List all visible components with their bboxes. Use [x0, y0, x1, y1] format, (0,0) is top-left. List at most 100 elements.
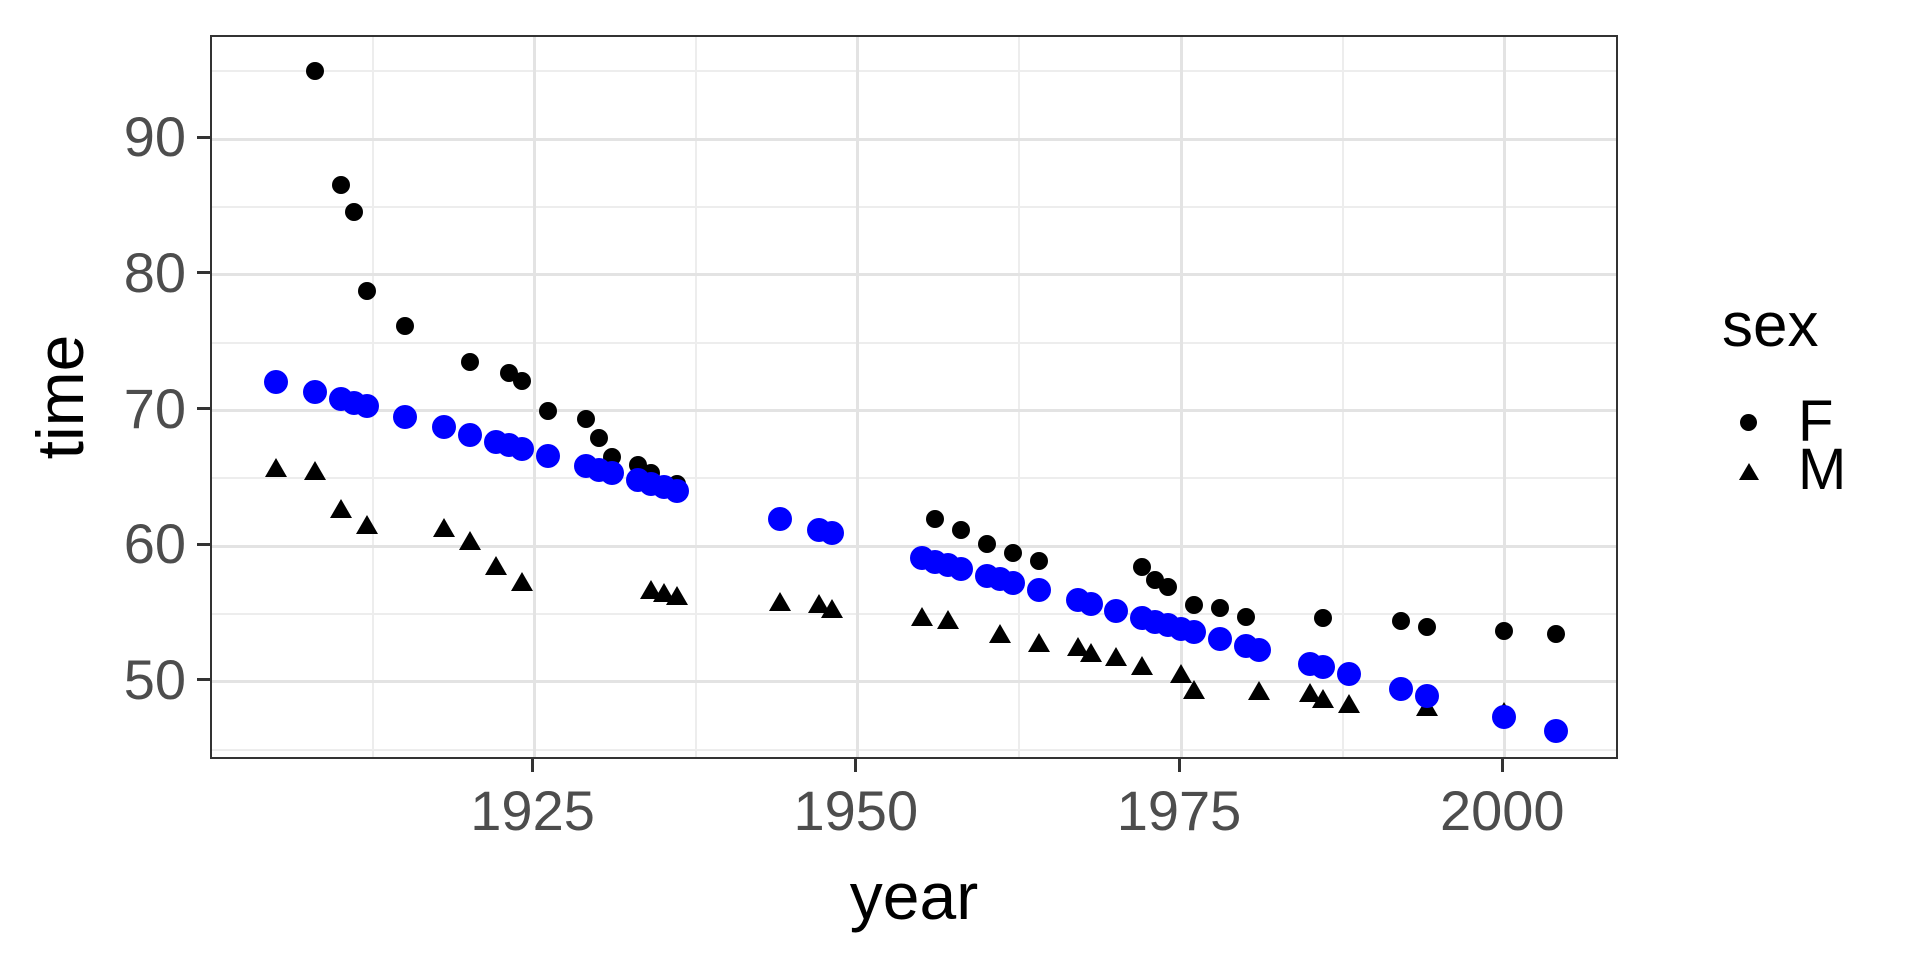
data-point-f — [331, 176, 350, 195]
data-point-f — [344, 203, 363, 222]
data-point-m — [1027, 633, 1050, 653]
data-point-m — [355, 515, 378, 534]
data-point-m — [433, 517, 456, 537]
data-point-fitted — [819, 521, 844, 546]
data-point-fitted — [1414, 683, 1439, 708]
gridline-horizontal — [212, 748, 1616, 751]
data-point-fitted — [1311, 655, 1336, 680]
data-point-fitted — [664, 478, 689, 503]
data-point-f — [357, 282, 376, 301]
x-axis-tick — [854, 759, 858, 772]
data-point-m — [329, 498, 352, 518]
gridline-vertical — [533, 37, 537, 757]
y-axis-title: time — [23, 334, 97, 460]
data-point-m — [1105, 646, 1128, 666]
data-point-fitted — [302, 380, 327, 405]
gridline-horizontal — [212, 206, 1616, 208]
data-point-f — [978, 534, 997, 553]
data-point-m — [911, 607, 934, 627]
data-point-m — [1131, 655, 1154, 675]
data-point-m — [820, 599, 843, 619]
x-axis-tick — [1177, 759, 1181, 772]
data-point-f — [1133, 557, 1152, 576]
data-point-fitted — [1078, 591, 1103, 616]
data-point-m — [265, 458, 287, 478]
data-point-f — [926, 510, 945, 529]
gridline-horizontal — [212, 137, 1616, 141]
data-point-f — [538, 401, 557, 420]
data-point-fitted — [1337, 662, 1362, 687]
y-axis-tick — [197, 678, 210, 682]
x-axis-title: year — [849, 859, 979, 933]
data-point-m — [989, 623, 1012, 643]
gridline-horizontal — [212, 70, 1616, 73]
data-point-f — [1159, 578, 1178, 597]
data-point-m — [937, 609, 960, 629]
gridline-vertical — [1179, 37, 1183, 757]
data-point-f — [305, 62, 324, 81]
data-point-fitted — [1246, 637, 1271, 662]
data-point-f — [512, 371, 531, 390]
data-point-f — [396, 317, 415, 336]
data-point-f — [590, 428, 609, 447]
legend-title: sex — [1722, 291, 1819, 360]
gridline-vertical — [1502, 37, 1506, 757]
data-point-fitted — [1026, 577, 1051, 602]
triangle-icon — [1739, 463, 1759, 480]
data-point-fitted — [393, 404, 418, 429]
gridline-vertical — [856, 37, 860, 757]
data-point-f — [1184, 596, 1203, 615]
data-point-m — [1247, 681, 1270, 701]
data-point-m — [303, 460, 326, 480]
data-point-fitted — [1181, 620, 1206, 645]
data-point-fitted — [457, 422, 482, 447]
data-point-m — [769, 592, 792, 612]
data-point-f — [1236, 607, 1255, 626]
data-point-fitted — [600, 461, 625, 486]
data-point-f — [1417, 618, 1436, 637]
data-point-f — [577, 409, 596, 428]
data-point-fitted — [509, 436, 534, 461]
data-point-fitted — [949, 556, 974, 581]
data-point-f — [1495, 621, 1514, 640]
y-axis-tick — [197, 407, 210, 411]
data-point-fitted — [1492, 704, 1517, 729]
x-axis-tick-label: 1975 — [1116, 779, 1242, 842]
data-point-fitted — [1104, 598, 1129, 623]
legend-key-f — [1730, 394, 1766, 450]
data-point-f — [460, 352, 479, 371]
gridline-vertical — [1018, 37, 1021, 757]
legend-key-m — [1730, 442, 1766, 498]
data-point-f — [1210, 599, 1229, 618]
data-point-m — [484, 555, 507, 575]
data-point-fitted — [535, 443, 560, 468]
data-point-f — [1391, 612, 1410, 631]
data-point-f — [1314, 608, 1333, 627]
gridline-vertical — [1341, 37, 1344, 757]
gridline-horizontal — [212, 341, 1616, 344]
legend-label-m: M — [1798, 437, 1847, 502]
y-axis-tick-label: 70 — [123, 376, 186, 440]
x-axis-tick-label: 1925 — [470, 779, 595, 842]
y-axis-tick-label: 80 — [123, 240, 186, 304]
y-axis-tick — [197, 542, 210, 546]
data-point-m — [1182, 679, 1205, 699]
gridline-horizontal — [212, 544, 1616, 548]
data-point-f — [952, 520, 971, 539]
gridline-horizontal — [212, 680, 1616, 684]
data-point-fitted — [1000, 570, 1025, 595]
y-axis-tick-label: 90 — [123, 105, 186, 169]
data-point-fitted — [1388, 676, 1413, 701]
data-point-m — [1170, 664, 1193, 684]
data-point-m — [458, 531, 481, 551]
data-point-m — [1312, 689, 1335, 709]
y-axis-tick-label: 60 — [123, 512, 186, 576]
x-axis-tick-label: 1950 — [793, 779, 919, 842]
data-point-f — [1029, 552, 1048, 571]
data-point-m — [1079, 642, 1102, 662]
data-point-fitted — [264, 369, 288, 394]
y-axis-tick — [197, 135, 210, 139]
x-axis-tick — [531, 759, 535, 772]
data-point-fitted — [1207, 627, 1232, 652]
x-axis-tick — [1500, 759, 1504, 772]
